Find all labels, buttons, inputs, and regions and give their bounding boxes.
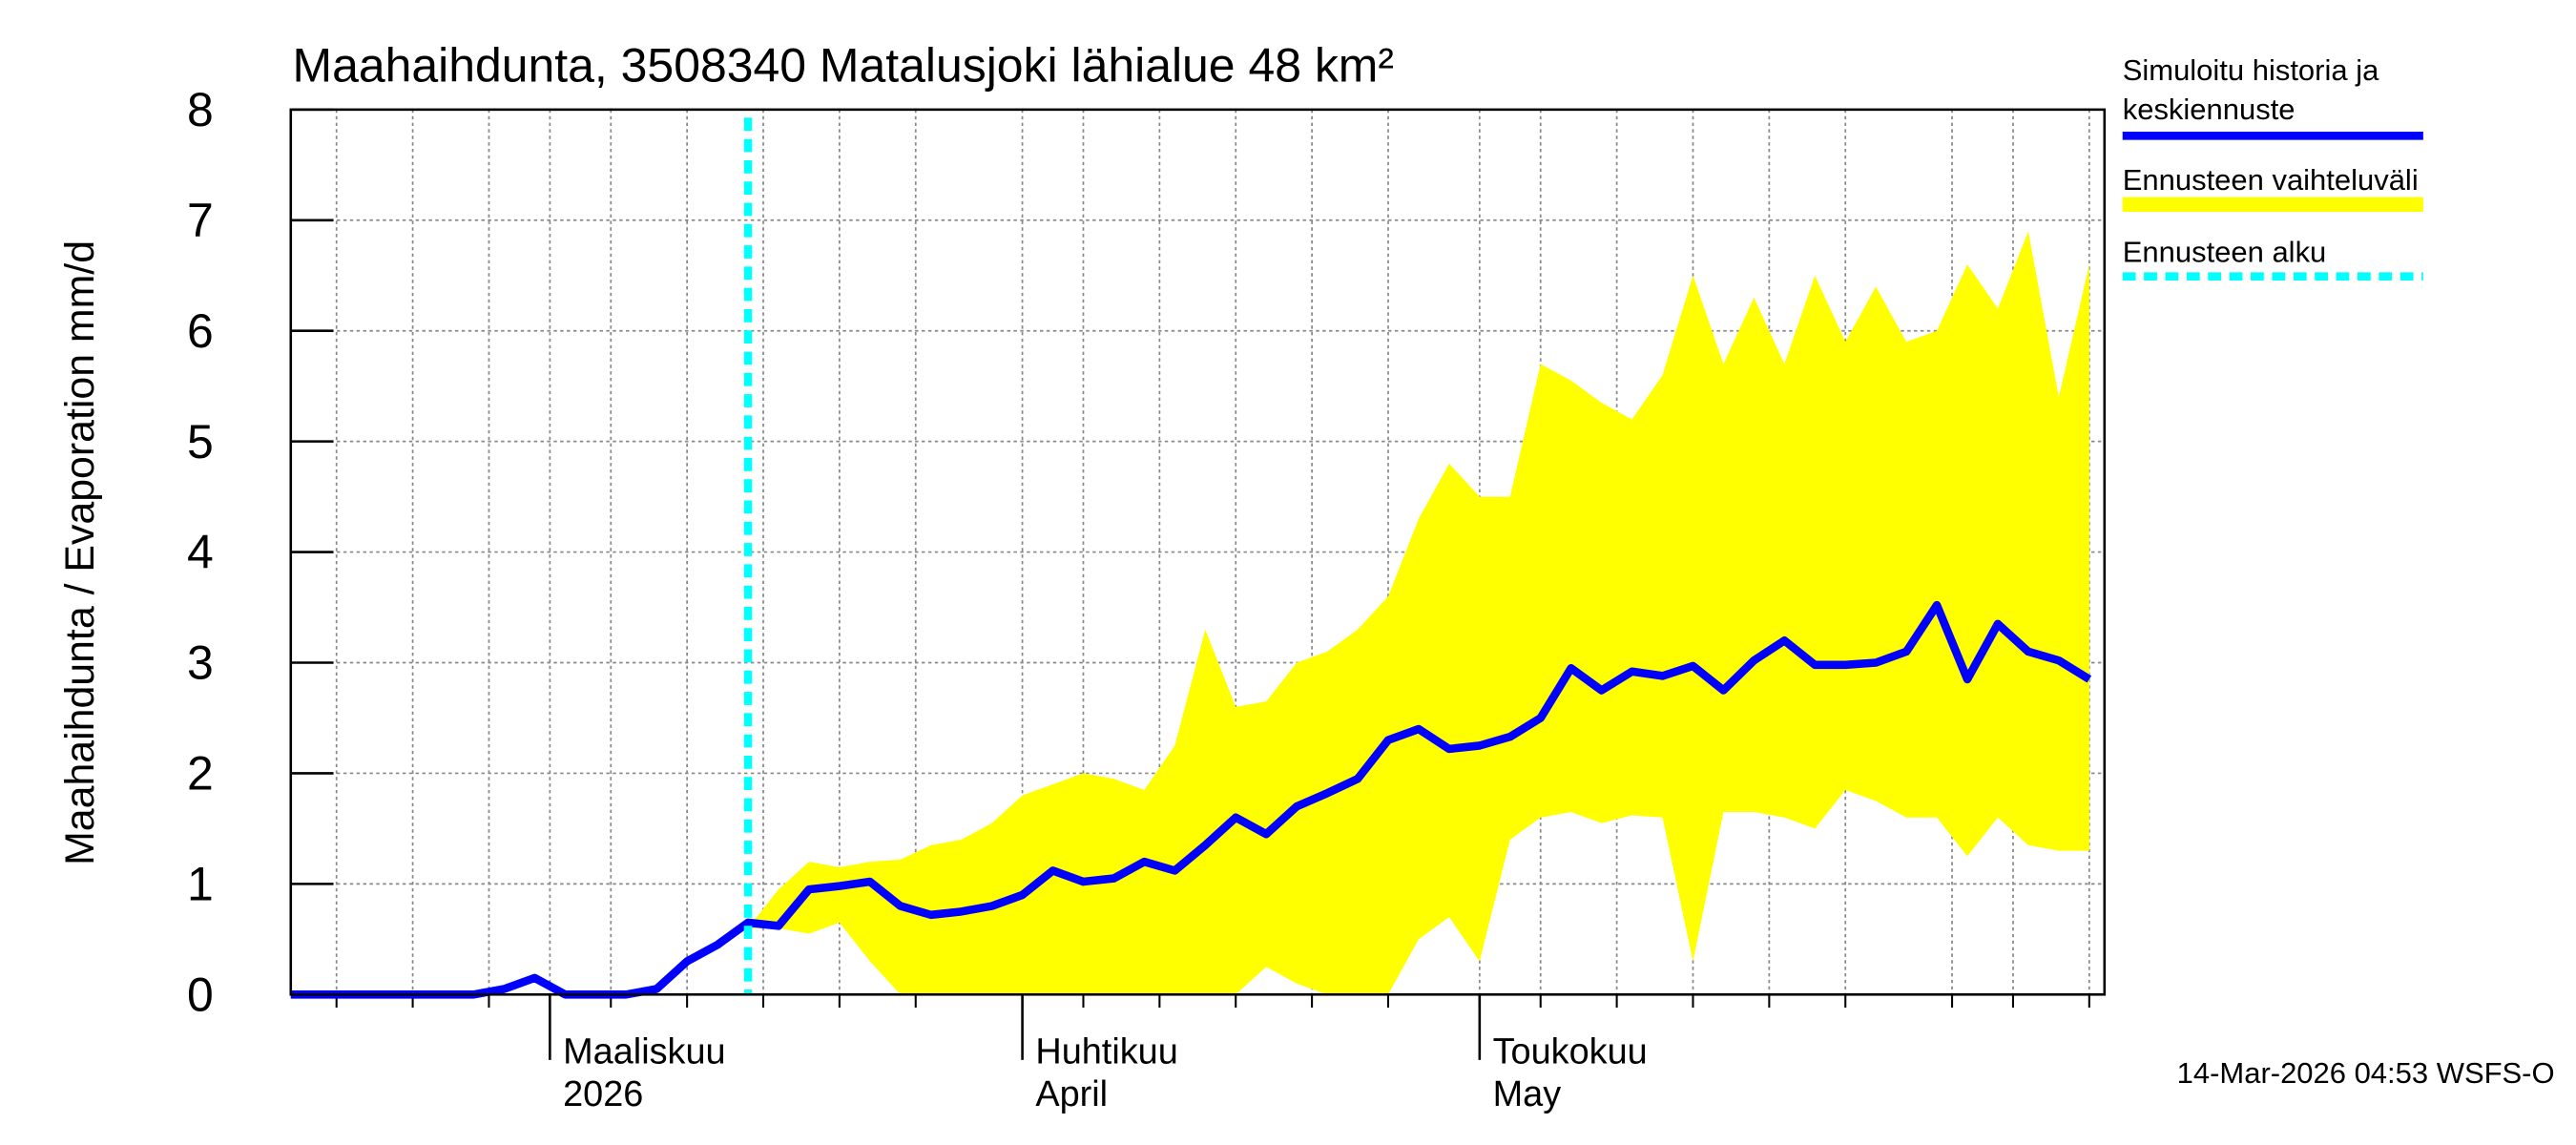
legend-label: Simuloitu historia ja keskiennuste xyxy=(2123,53,2379,126)
x-tick-label: Toukokuu May xyxy=(1493,1031,1648,1114)
y-tick-label: 5 xyxy=(187,415,214,468)
x-tick-label: Maaliskuu 2026 xyxy=(563,1031,725,1114)
legend-label: Ennusteen alku xyxy=(2123,235,2327,268)
plot-frame xyxy=(289,108,2107,996)
text-line: Simuloitu historia ja xyxy=(2123,53,2379,87)
y-axis-label: Maahaihdunta / Evaporation mm/d xyxy=(57,240,103,865)
chart-title: Maahaihdunta, 3508340 Matalusjoki lähial… xyxy=(293,39,1395,93)
text-line: April xyxy=(1035,1074,1108,1114)
y-tick-label: 2 xyxy=(187,747,214,801)
legend-label: Ennusteen vaihteluväli xyxy=(2123,163,2419,197)
y-tick-label: 8 xyxy=(187,83,214,136)
y-tick-label: 6 xyxy=(187,304,214,358)
text-line: Huhtikuu xyxy=(1035,1031,1177,1072)
x-tick-label: Huhtikuu April xyxy=(1035,1031,1177,1114)
y-tick-label: 3 xyxy=(187,636,214,690)
text-line: Maaliskuu xyxy=(563,1031,725,1072)
y-tick-label: 1 xyxy=(187,858,214,911)
text-line: May xyxy=(1493,1074,1562,1114)
text-line: 2026 xyxy=(563,1074,643,1114)
timestamp: 14-Mar-2026 04:53 WSFS-O xyxy=(2177,1056,2555,1090)
y-tick-label: 0 xyxy=(187,968,214,1022)
text-line: Toukokuu xyxy=(1493,1031,1648,1072)
text-line: keskiennuste xyxy=(2123,93,2296,126)
forecast-band xyxy=(748,231,2089,995)
y-tick-label: 4 xyxy=(187,526,214,579)
y-tick-label: 7 xyxy=(187,194,214,247)
